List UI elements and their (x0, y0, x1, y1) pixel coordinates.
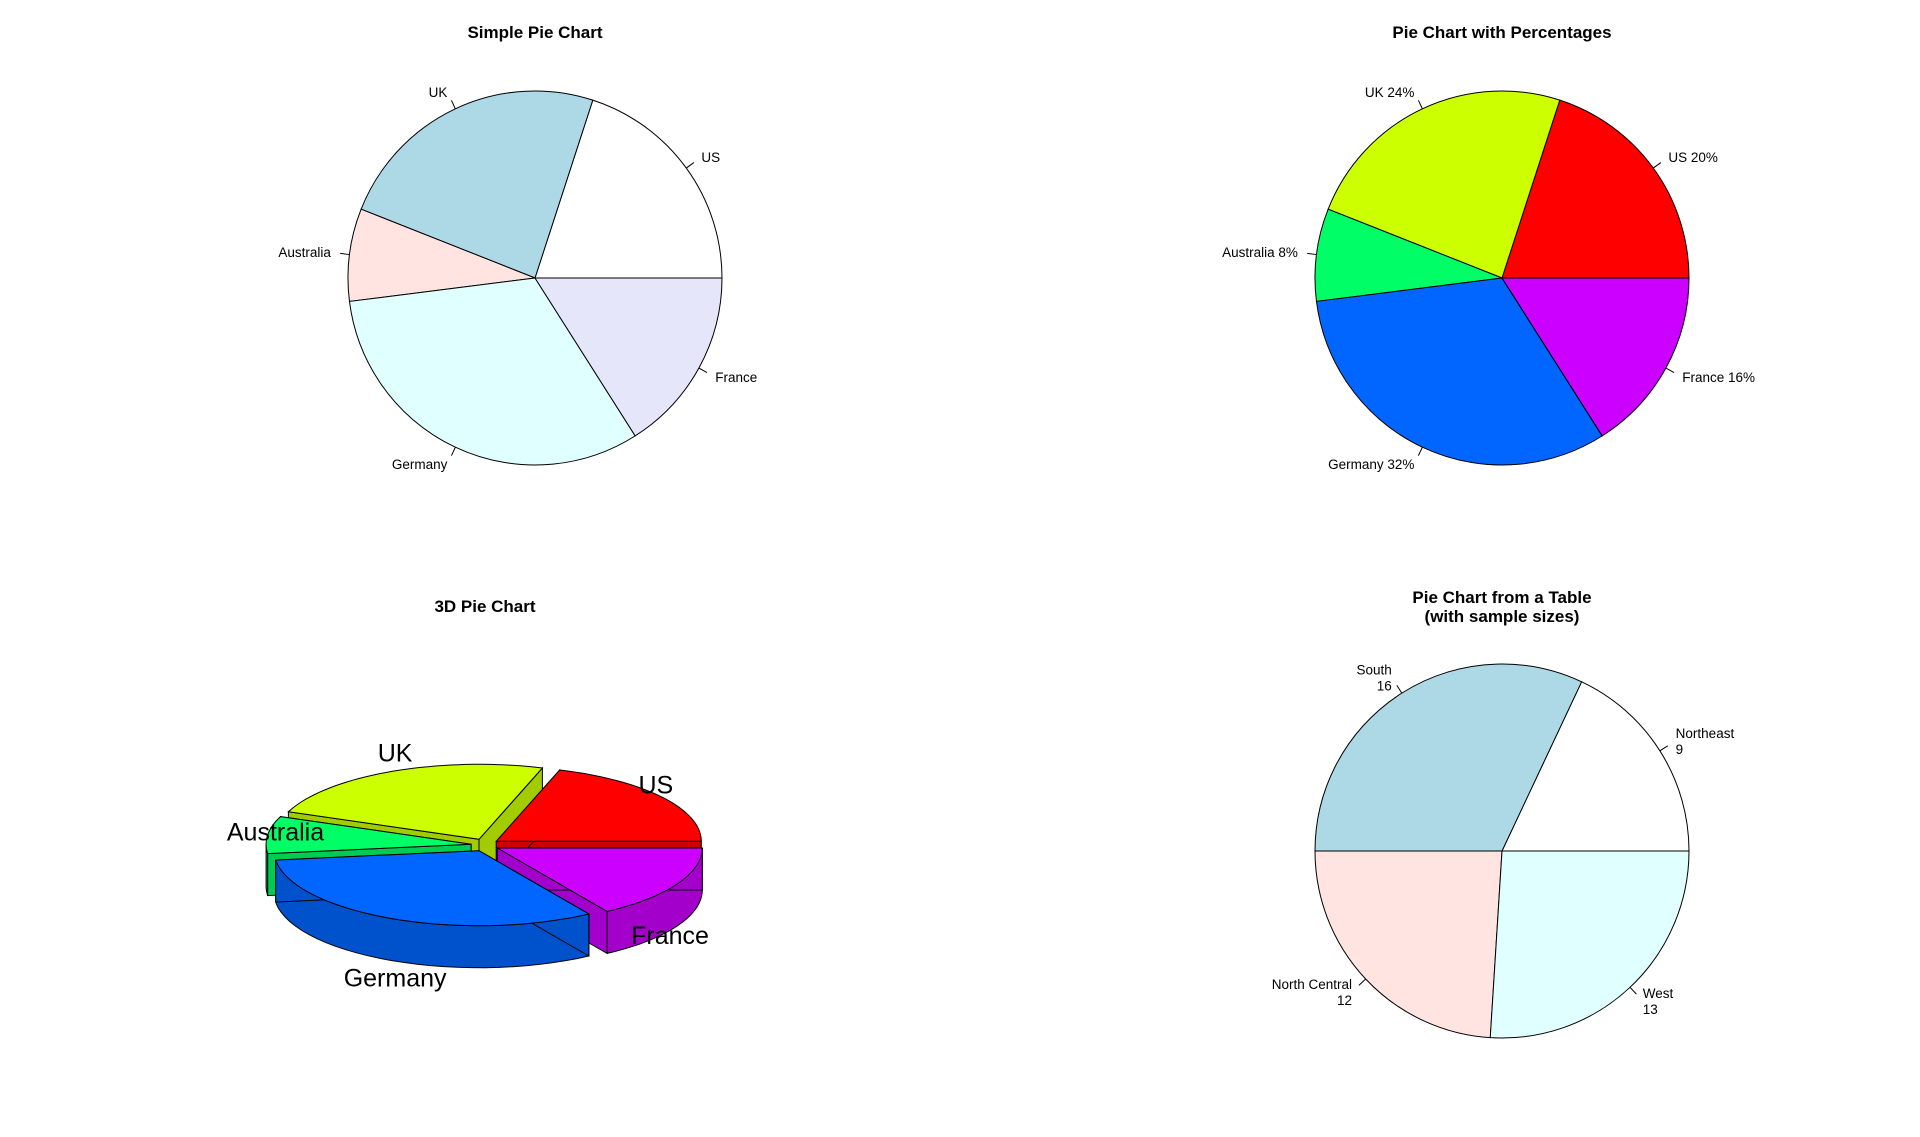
pie-slice-france (1501, 277, 1690, 437)
slice-label-north-central: North Central 12 (1272, 977, 1352, 1008)
chart-title: 3D Pie Chart (434, 597, 535, 616)
pie-slice-germany (1315, 277, 1603, 466)
label-tick-west (1629, 986, 1637, 995)
label-tick-france (1665, 367, 1675, 374)
table-pie-chart: Pie Chart from a Table(with sample sizes… (1272, 588, 1735, 1039)
slice-label-uk: UK (378, 739, 413, 767)
slice-label-uk: UK (429, 85, 448, 100)
pie-slice-northeast (1501, 681, 1690, 852)
pie-slice-north-central (1314, 850, 1503, 1039)
label-tick-northeast (1659, 745, 1669, 752)
slice-label-france: France 16% (1682, 370, 1755, 385)
slice-label-south: South 16 (1356, 662, 1391, 693)
pie-slice-australia (265, 816, 472, 855)
label-tick-north-central (1358, 978, 1367, 986)
chart-title: Simple Pie Chart (467, 23, 602, 42)
slice-label-uk: UK 24% (1365, 85, 1415, 100)
pie-slice-uk (287, 763, 544, 840)
pie-slice-us (1501, 99, 1690, 279)
slice-label-us: US (701, 150, 720, 165)
slice-label-australia: Australia 8% (1222, 245, 1298, 260)
pie-slice-france (495, 847, 703, 912)
pie-slice-us (534, 99, 723, 279)
label-tick-australia (340, 252, 350, 256)
pie-slice-germany (348, 277, 636, 466)
label-tick-south (1396, 684, 1403, 694)
slice-label-germany: Germany (392, 457, 448, 472)
chart-title: Pie Chart with Percentages (1392, 23, 1611, 42)
label-tick-us (685, 162, 695, 169)
slice-label-australia: Australia (278, 245, 331, 260)
pie-slice-uk (1327, 90, 1561, 279)
pie-slice-germany (274, 850, 591, 927)
slice-label-germany: Germany (344, 965, 447, 993)
slice-label-germany: Germany 32% (1328, 457, 1414, 472)
pie-slice-uk (360, 90, 594, 279)
label-tick-germany (1417, 446, 1423, 456)
label-tick-uk (450, 100, 456, 110)
pie-slice-us (495, 769, 702, 842)
slice-label-france: France (715, 370, 757, 385)
pie-slice-france (534, 277, 723, 437)
slice-label-us: US 20% (1668, 150, 1718, 165)
label-tick-germany (450, 446, 456, 456)
pie-slice-west (1489, 850, 1690, 1039)
label-tick-france (698, 367, 708, 374)
slice-label-west: West 13 (1643, 986, 1674, 1017)
label-tick-australia (1307, 252, 1317, 256)
pie-slice-australia (1314, 208, 1503, 302)
pie-slice-south (1314, 663, 1583, 852)
label-tick-uk (1417, 100, 1423, 110)
slice-label-australia: Australia (227, 818, 324, 846)
simple-pie-chart: Simple Pie Chart US UK Australia Germany Fran… (278, 23, 757, 472)
chart-title-line-2: (with sample sizes) (1425, 607, 1580, 626)
slice-label-france: France (631, 922, 709, 950)
percentage-pie-chart: Pie Chart with Percentages US 20% UK 24% Au… (1222, 23, 1755, 472)
pie-slice-australia (347, 208, 536, 302)
slice-label-us: US (638, 771, 673, 799)
label-tick-us (1652, 162, 1662, 169)
chart-title-line-1: Pie Chart from a Table (1412, 588, 1591, 607)
slice-label-northeast: Northeast 9 (1676, 726, 1735, 757)
3d-pie-chart: 3D Pie Chart US UK Australia Germany France (227, 597, 709, 993)
